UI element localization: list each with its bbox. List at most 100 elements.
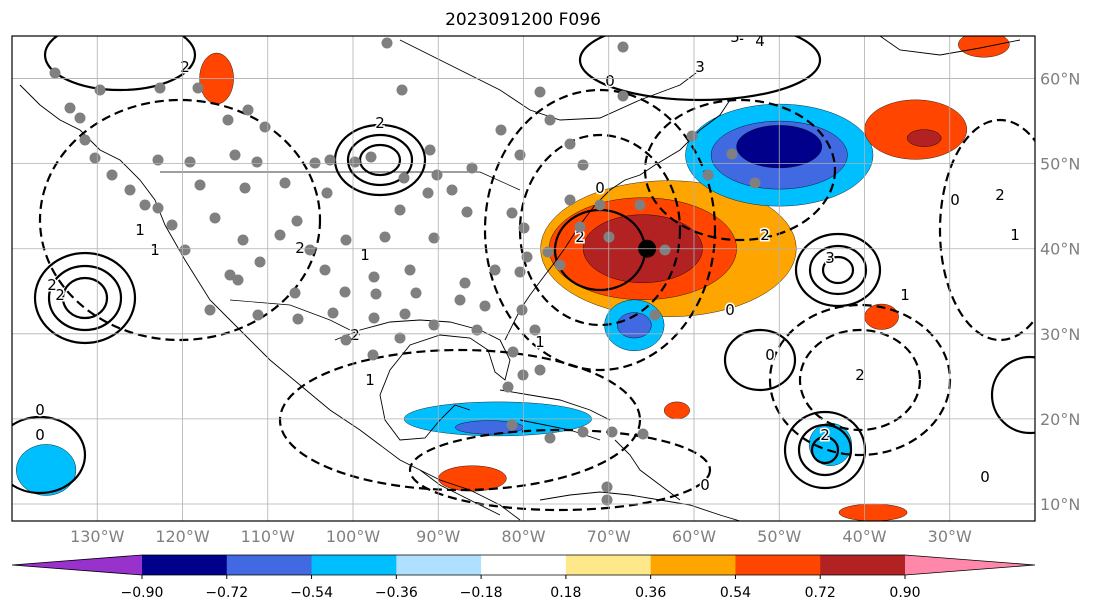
anomaly-region [438, 465, 507, 492]
station-dot [152, 154, 164, 166]
station-dot [702, 169, 714, 181]
station-dot [327, 307, 339, 319]
station-dot [251, 156, 263, 168]
dashed-contour [938, 118, 1035, 342]
colorbar-segment [820, 555, 906, 575]
station-dot [309, 157, 321, 169]
longitude-labels: 130°W 120°W 110°W 100°W 90°W 80°W 70°W 60°W 50°W… [70, 527, 972, 546]
station-dot [601, 481, 613, 493]
contour-label: 2 [180, 58, 190, 76]
station-dot [506, 419, 518, 431]
station-dot [194, 179, 206, 191]
colorbar-tick-label: 0.18 [550, 585, 581, 601]
station-dot [554, 259, 566, 271]
station-dot [291, 215, 303, 227]
station-dot [404, 264, 416, 276]
solid-contour [578, 36, 822, 102]
station-dot [304, 244, 316, 256]
station-dot [726, 148, 738, 160]
station-dot [394, 204, 406, 216]
solid-contour [821, 255, 855, 285]
colorbar-segment [396, 555, 482, 575]
station-dot [424, 144, 436, 156]
station-dot [529, 324, 541, 336]
station-dot [254, 256, 266, 268]
chart-title: 2023091200 F096 [445, 10, 601, 30]
contour-label: 0 [980, 468, 990, 486]
anomaly-region [663, 401, 690, 420]
colorbar-extend-high [905, 555, 1035, 575]
station-dot [617, 90, 629, 102]
station-dot [534, 86, 546, 98]
station-dot [399, 308, 411, 320]
contour-label: 2 [995, 186, 1005, 204]
solid-contour [990, 355, 1035, 435]
station-dot [749, 177, 761, 189]
contour-layer [12, 36, 1035, 512]
dashed-contour [483, 88, 717, 372]
colorbar-tick-label: 0.54 [720, 585, 751, 601]
station-dot [106, 169, 118, 181]
station-dot [502, 381, 514, 393]
contour-label: 2 [575, 228, 585, 246]
station-dot [289, 287, 301, 299]
lat-tick-label: 20°N [1040, 410, 1080, 429]
station-dot [340, 334, 352, 346]
station-dot [518, 222, 530, 234]
contour-label: 1 [360, 246, 370, 264]
solid-contour [12, 415, 87, 495]
anomaly-region [906, 129, 942, 147]
dashed-contour [408, 428, 712, 512]
station-dot [466, 162, 478, 174]
contour-label: 2 [735, 26, 745, 44]
station-dot [594, 199, 606, 211]
contour-label: 3 [695, 58, 705, 76]
station-dot [368, 271, 380, 283]
lat-tick-label: 10°N [1040, 495, 1080, 514]
station-dot [637, 428, 649, 440]
station-dot [319, 264, 331, 276]
station-dot [564, 138, 576, 150]
station-dot [64, 102, 76, 114]
contour-label: 2 [350, 326, 360, 344]
station-dot [544, 432, 556, 444]
station-dot [239, 182, 251, 194]
station-dot [204, 304, 216, 316]
station-dot [279, 177, 291, 189]
dashed-contour [798, 328, 922, 432]
colorbar: −0.90 −0.72 −0.54 −0.36 −0.18 0.18 0.36 0.54 0.7… [11, 554, 1036, 601]
anomaly-region [16, 444, 77, 496]
station-dot [152, 202, 164, 214]
station-dot [259, 121, 271, 133]
station-dot [564, 194, 576, 206]
contour-label: 4 [755, 32, 765, 50]
contour-label: 2 [47, 276, 57, 294]
anomaly-region [864, 99, 968, 160]
station-dot [544, 114, 556, 126]
dashed-contour [643, 98, 837, 242]
colorbar-segment [311, 555, 397, 575]
solid-contour [808, 244, 868, 296]
station-dot [514, 149, 526, 161]
contour-label: 0 [950, 191, 960, 209]
contour-label: 3 [825, 249, 835, 267]
colorbar-segment [481, 555, 567, 575]
solid-contour [346, 133, 414, 187]
station-dot [517, 369, 529, 381]
station-dot [398, 172, 410, 184]
station-dot [349, 156, 361, 168]
station-dot [365, 151, 377, 163]
station-dot [461, 206, 473, 218]
anomaly-region [958, 36, 1010, 58]
contour-label: 1 [1010, 226, 1020, 244]
lat-tick-label: 40°N [1040, 240, 1080, 259]
station-dot [192, 82, 204, 94]
station-dot [367, 349, 379, 361]
colorbar-segment [226, 555, 313, 575]
solid-contour [810, 435, 840, 465]
lon-tick-label: 110°W [241, 527, 296, 546]
station-dot [368, 312, 380, 324]
lat-tick-label: 60°N [1040, 70, 1080, 89]
